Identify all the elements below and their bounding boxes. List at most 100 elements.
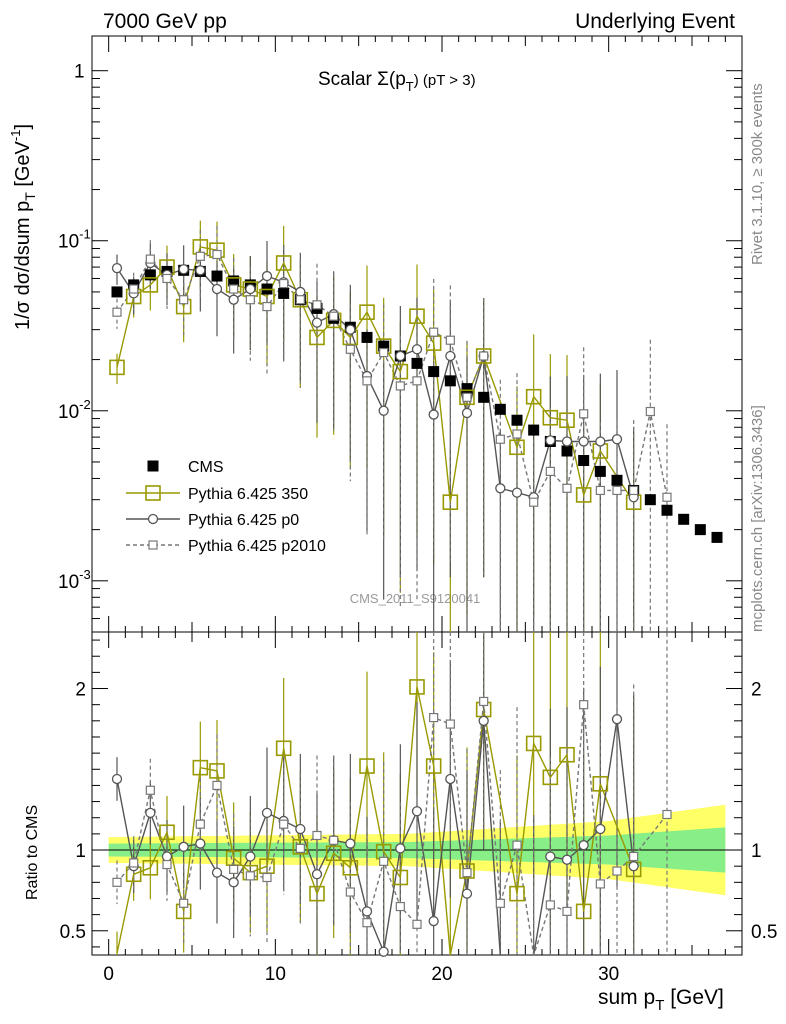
pythia-350-point bbox=[159, 824, 175, 841]
y-axis-label-main: 1/σ dσ/dsum pT [GeV-1] bbox=[8, 124, 38, 330]
pythia-350-point bbox=[145, 485, 161, 501]
pythia-p0-point bbox=[445, 350, 456, 362]
cms-point bbox=[694, 524, 706, 536]
pythia-p2010-point bbox=[562, 906, 572, 916]
ratio-y-tick-label: 0.5 bbox=[60, 922, 86, 943]
pythia-p0-point bbox=[111, 262, 123, 274]
pythia-p2010-point bbox=[179, 295, 189, 305]
pythia-p2010-point bbox=[112, 877, 122, 887]
pythia-p0-point bbox=[445, 773, 456, 785]
cms-point bbox=[678, 513, 690, 525]
cms-point bbox=[144, 269, 156, 281]
pythia-p0-point bbox=[147, 513, 159, 525]
plot-title-main: Scalar Σ(p bbox=[318, 69, 406, 90]
pythia-350-point bbox=[575, 903, 592, 920]
pythia-p0-point bbox=[111, 773, 123, 785]
pythia-350-point bbox=[392, 363, 409, 380]
ratio-y-tick-label: 2 bbox=[75, 680, 86, 701]
pythia-p2010-point bbox=[362, 376, 372, 386]
cms-point bbox=[511, 414, 523, 426]
pythia-p2010-point bbox=[245, 871, 255, 881]
pythia-p2010-point bbox=[195, 819, 205, 829]
pythia-p0-point bbox=[195, 265, 206, 276]
pythia-350-point bbox=[592, 776, 609, 792]
pythia-p0-point bbox=[561, 436, 573, 447]
pythia-p2010-point bbox=[229, 864, 239, 875]
cms-point bbox=[578, 455, 590, 467]
y-tick-label: 10-3 bbox=[58, 567, 91, 593]
x-axis-label: sum pT [GeV] bbox=[598, 986, 724, 1014]
pythia-p0-point bbox=[211, 867, 223, 878]
pythia-350-point bbox=[392, 869, 409, 886]
pythia-350-point bbox=[442, 494, 459, 510]
pythia-p0-point bbox=[245, 851, 256, 862]
pythia-p2010-point bbox=[148, 540, 158, 550]
pythia-p2010-point bbox=[579, 409, 589, 419]
pythia-350-point bbox=[342, 859, 359, 876]
svg-text:1/σ dσ/dsum pT [GeV-1]: 1/σ dσ/dsum pT [GeV-1] bbox=[8, 124, 38, 330]
pythia-p2010-point bbox=[162, 273, 172, 284]
x-tick-label: 20 bbox=[431, 964, 452, 985]
pythia-p0-point bbox=[178, 841, 189, 852]
pythia-p0-point bbox=[578, 840, 589, 851]
pythia-p0-point bbox=[428, 915, 439, 927]
pythia-p2010-point bbox=[262, 301, 272, 312]
pythia-p2010-point bbox=[262, 872, 272, 883]
pythia-p2010-point bbox=[412, 376, 422, 386]
pythia-p2010-point bbox=[662, 492, 672, 502]
pythia-p2010-point bbox=[279, 819, 289, 829]
pythia-p0-point bbox=[495, 483, 506, 494]
pythia-p0-point bbox=[611, 434, 623, 445]
cms-point bbox=[411, 357, 423, 369]
pythia-p2010-point bbox=[212, 249, 222, 260]
pythia-p2010-point bbox=[545, 466, 555, 477]
pythia-p2010-point bbox=[445, 335, 455, 345]
pythia-p2010-point bbox=[379, 347, 389, 358]
pythia-350-point bbox=[542, 409, 559, 426]
pythia-p2010-point bbox=[312, 830, 322, 841]
pythia-p0-point bbox=[461, 888, 473, 899]
pythia-p2010-point bbox=[462, 392, 472, 402]
pythia-p2010-point bbox=[645, 406, 655, 417]
pythia-350-point bbox=[542, 769, 559, 786]
pythia-p0-point bbox=[595, 436, 606, 447]
y-tick-label: 10-2 bbox=[58, 397, 91, 423]
pythia-350-point bbox=[275, 740, 292, 757]
pythia-p0-point bbox=[545, 851, 556, 862]
pythia-p2010-point bbox=[479, 351, 489, 361]
pythia-p0-point bbox=[345, 324, 356, 335]
pythia-p2010-point bbox=[462, 868, 472, 878]
y-axis-label-ratio: Ratio to CMS bbox=[24, 805, 41, 900]
pythia-p2010-point bbox=[279, 278, 289, 289]
pythia-p2010-point bbox=[129, 284, 139, 294]
pythia-350-point bbox=[309, 885, 325, 902]
pythia-p0-point bbox=[395, 843, 406, 854]
pythia-p2010-point bbox=[129, 858, 139, 868]
pythia-p2010-point bbox=[512, 429, 522, 439]
pythia-p0-point bbox=[378, 405, 389, 416]
pythia-p2010-point bbox=[395, 381, 405, 391]
pythia-p0-point bbox=[178, 264, 189, 275]
cms-point bbox=[594, 465, 606, 477]
watermark: CMS_2011_S9120041 bbox=[350, 591, 481, 606]
pythia-p2010-point bbox=[195, 251, 205, 261]
pythia-p2010-point bbox=[395, 901, 405, 912]
svg-text:Ratio to CMS: Ratio to CMS bbox=[24, 805, 41, 900]
pythia-p0-point bbox=[145, 807, 156, 819]
pythia-p0-point bbox=[211, 283, 223, 295]
y-tick-label: 1 bbox=[74, 62, 85, 83]
x-tick-label: 10 bbox=[265, 964, 286, 985]
pythia-350-point bbox=[209, 763, 225, 779]
x-tick-label: 30 bbox=[598, 964, 619, 985]
pythia-p2010-point bbox=[312, 300, 322, 310]
pythia-p0-point bbox=[478, 715, 489, 726]
pythia-p2010-point bbox=[429, 712, 439, 723]
pythia-p0-point bbox=[228, 294, 239, 305]
pythia-p0-point bbox=[411, 344, 423, 355]
pythia-p0-legend-label: Pythia 6.425 p0 bbox=[188, 512, 299, 529]
pythia-p2010-point bbox=[662, 809, 672, 820]
cms-point bbox=[611, 474, 623, 486]
cms-point bbox=[147, 460, 159, 472]
pythia-350-point bbox=[425, 758, 442, 774]
